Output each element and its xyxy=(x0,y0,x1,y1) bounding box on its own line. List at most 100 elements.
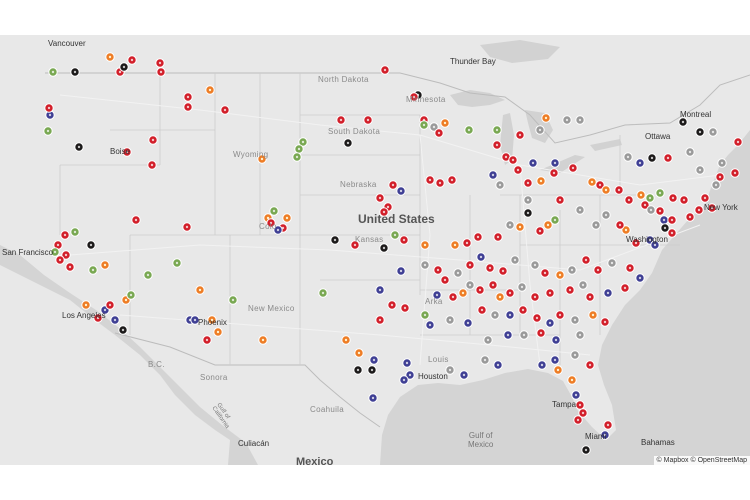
red-map-marker[interactable] xyxy=(655,206,665,216)
gray-map-marker[interactable] xyxy=(523,195,533,205)
green-map-marker[interactable] xyxy=(492,125,502,135)
red-map-marker[interactable] xyxy=(485,263,495,273)
red-map-marker[interactable] xyxy=(667,228,677,238)
red-map-marker[interactable] xyxy=(614,185,624,195)
green-map-marker[interactable] xyxy=(298,137,308,147)
navy-map-marker[interactable] xyxy=(476,252,486,262)
gray-map-marker[interactable] xyxy=(495,180,505,190)
red-map-marker[interactable] xyxy=(122,147,132,157)
black-map-marker[interactable] xyxy=(678,117,688,127)
red-map-marker[interactable] xyxy=(156,67,166,77)
gray-map-marker[interactable] xyxy=(646,205,656,215)
red-map-marker[interactable] xyxy=(93,313,103,323)
red-map-marker[interactable] xyxy=(477,305,487,315)
orange-map-marker[interactable] xyxy=(458,288,468,298)
navy-map-marker[interactable] xyxy=(505,310,515,320)
gray-map-marker[interactable] xyxy=(483,335,493,345)
red-map-marker[interactable] xyxy=(425,175,435,185)
red-map-marker[interactable] xyxy=(380,65,390,75)
black-map-marker[interactable] xyxy=(581,445,591,455)
orange-map-marker[interactable] xyxy=(205,85,215,95)
orange-map-marker[interactable] xyxy=(588,310,598,320)
green-map-marker[interactable] xyxy=(143,270,153,280)
gray-map-marker[interactable] xyxy=(570,350,580,360)
navy-map-marker[interactable] xyxy=(368,393,378,403)
navy-map-marker[interactable] xyxy=(537,360,547,370)
navy-map-marker[interactable] xyxy=(650,240,660,250)
black-map-marker[interactable] xyxy=(523,208,533,218)
orange-map-marker[interactable] xyxy=(100,260,110,270)
gray-map-marker[interactable] xyxy=(429,122,439,132)
black-map-marker[interactable] xyxy=(379,243,389,253)
gray-map-marker[interactable] xyxy=(562,115,572,125)
red-map-marker[interactable] xyxy=(148,135,158,145)
red-map-marker[interactable] xyxy=(625,263,635,273)
red-map-marker[interactable] xyxy=(488,280,498,290)
orange-map-marker[interactable] xyxy=(105,52,115,62)
gray-map-marker[interactable] xyxy=(623,152,633,162)
map-view[interactable]: United States Mexico Vancouver Boise San… xyxy=(0,35,750,465)
red-map-marker[interactable] xyxy=(565,285,575,295)
red-map-marker[interactable] xyxy=(624,195,634,205)
green-map-marker[interactable] xyxy=(464,125,474,135)
gray-map-marker[interactable] xyxy=(530,260,540,270)
green-map-marker[interactable] xyxy=(269,206,279,216)
red-map-marker[interactable] xyxy=(600,317,610,327)
red-map-marker[interactable] xyxy=(65,262,75,272)
orange-map-marker[interactable] xyxy=(341,335,351,345)
navy-map-marker[interactable] xyxy=(110,315,120,325)
gray-map-marker[interactable] xyxy=(519,330,529,340)
navy-map-marker[interactable] xyxy=(493,360,503,370)
navy-map-marker[interactable] xyxy=(369,355,379,365)
red-map-marker[interactable] xyxy=(475,285,485,295)
orange-map-marker[interactable] xyxy=(587,177,597,187)
black-map-marker[interactable] xyxy=(695,127,705,137)
red-map-marker[interactable] xyxy=(498,266,508,276)
navy-map-marker[interactable] xyxy=(550,158,560,168)
navy-map-marker[interactable] xyxy=(600,430,610,440)
orange-map-marker[interactable] xyxy=(450,240,460,250)
gray-map-marker[interactable] xyxy=(445,365,455,375)
orange-map-marker[interactable] xyxy=(354,348,364,358)
red-map-marker[interactable] xyxy=(440,275,450,285)
red-map-marker[interactable] xyxy=(715,172,725,182)
black-map-marker[interactable] xyxy=(74,142,84,152)
orange-map-marker[interactable] xyxy=(553,365,563,375)
red-map-marker[interactable] xyxy=(55,255,65,265)
green-map-marker[interactable] xyxy=(172,258,182,268)
gray-map-marker[interactable] xyxy=(453,268,463,278)
navy-map-marker[interactable] xyxy=(396,266,406,276)
green-map-marker[interactable] xyxy=(318,288,328,298)
green-map-marker[interactable] xyxy=(292,152,302,162)
map-attribution[interactable]: © Mapbox © OpenStreetMap xyxy=(653,456,750,465)
black-map-marker[interactable] xyxy=(647,153,657,163)
black-map-marker[interactable] xyxy=(660,223,670,233)
red-map-marker[interactable] xyxy=(515,130,525,140)
black-map-marker[interactable] xyxy=(367,365,377,375)
orange-map-marker[interactable] xyxy=(567,375,577,385)
red-map-marker[interactable] xyxy=(447,175,457,185)
black-map-marker[interactable] xyxy=(119,62,129,72)
red-map-marker[interactable] xyxy=(555,310,565,320)
red-map-marker[interactable] xyxy=(375,315,385,325)
gray-map-marker[interactable] xyxy=(711,180,721,190)
red-map-marker[interactable] xyxy=(585,292,595,302)
navy-map-marker[interactable] xyxy=(463,318,473,328)
red-map-marker[interactable] xyxy=(700,193,710,203)
red-map-marker[interactable] xyxy=(545,288,555,298)
navy-map-marker[interactable] xyxy=(396,186,406,196)
red-map-marker[interactable] xyxy=(379,207,389,217)
red-map-marker[interactable] xyxy=(375,193,385,203)
red-map-marker[interactable] xyxy=(387,300,397,310)
green-map-marker[interactable] xyxy=(126,290,136,300)
green-map-marker[interactable] xyxy=(645,193,655,203)
black-map-marker[interactable] xyxy=(118,325,128,335)
orange-map-marker[interactable] xyxy=(440,118,450,128)
red-map-marker[interactable] xyxy=(147,160,157,170)
red-map-marker[interactable] xyxy=(202,335,212,345)
red-map-marker[interactable] xyxy=(433,265,443,275)
gray-map-marker[interactable] xyxy=(685,147,695,157)
orange-map-marker[interactable] xyxy=(515,222,525,232)
gray-map-marker[interactable] xyxy=(695,165,705,175)
orange-map-marker[interactable] xyxy=(541,113,551,123)
